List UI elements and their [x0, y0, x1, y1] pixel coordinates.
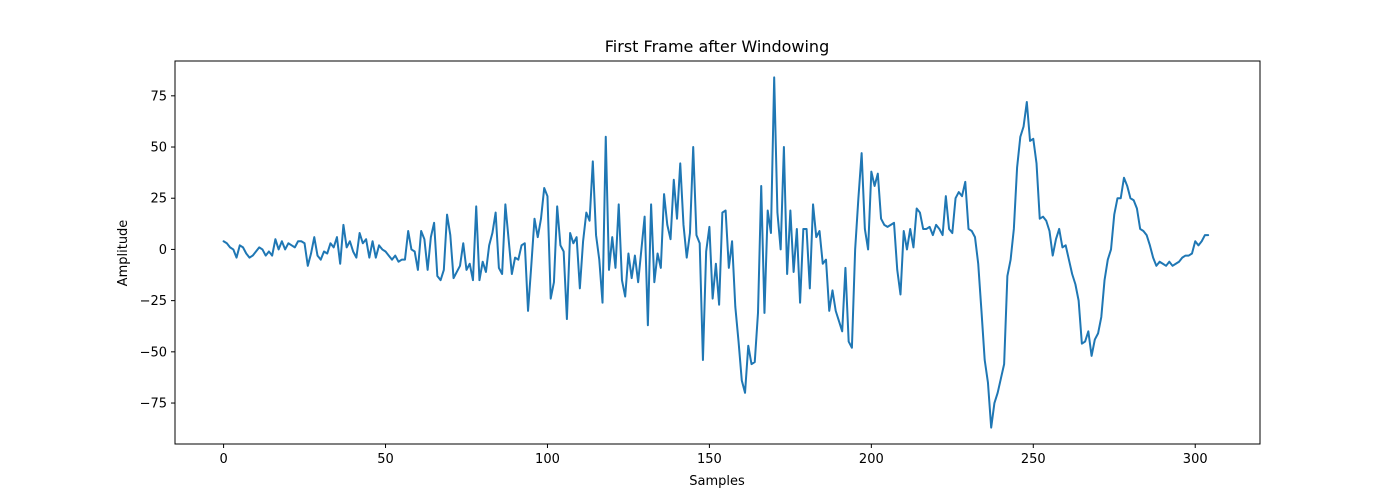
x-tick-label: 0	[219, 452, 227, 467]
series-line	[222, 76, 1210, 429]
x-tick-label: 150	[697, 452, 722, 467]
y-tick-label: −50	[140, 345, 167, 360]
x-tick-label: 50	[377, 452, 394, 467]
x-axis: 0 50 100 150 200 250 300	[219, 444, 1208, 467]
chart-title: First Frame after Windowing	[605, 37, 829, 56]
plot-frame	[174, 60, 1261, 445]
x-tick-label: 100	[535, 452, 560, 467]
x-tick-label: 250	[1021, 452, 1046, 467]
y-axis-label: Amplitude	[116, 220, 131, 287]
y-tick-label: −25	[140, 294, 167, 309]
y-tick-label: 25	[150, 192, 167, 207]
y-tick-label: 75	[150, 89, 167, 104]
y-tick-label: 50	[150, 141, 167, 156]
plot-area	[222, 76, 1210, 429]
x-tick-label: 300	[1183, 452, 1208, 467]
x-tick-label: 200	[859, 452, 884, 467]
y-tick-label: −75	[140, 397, 167, 412]
y-axis: −75 −50 −25 0 25 50 75	[140, 89, 175, 412]
y-tick-label: 0	[159, 243, 167, 258]
x-axis-label: Samples	[689, 474, 745, 489]
